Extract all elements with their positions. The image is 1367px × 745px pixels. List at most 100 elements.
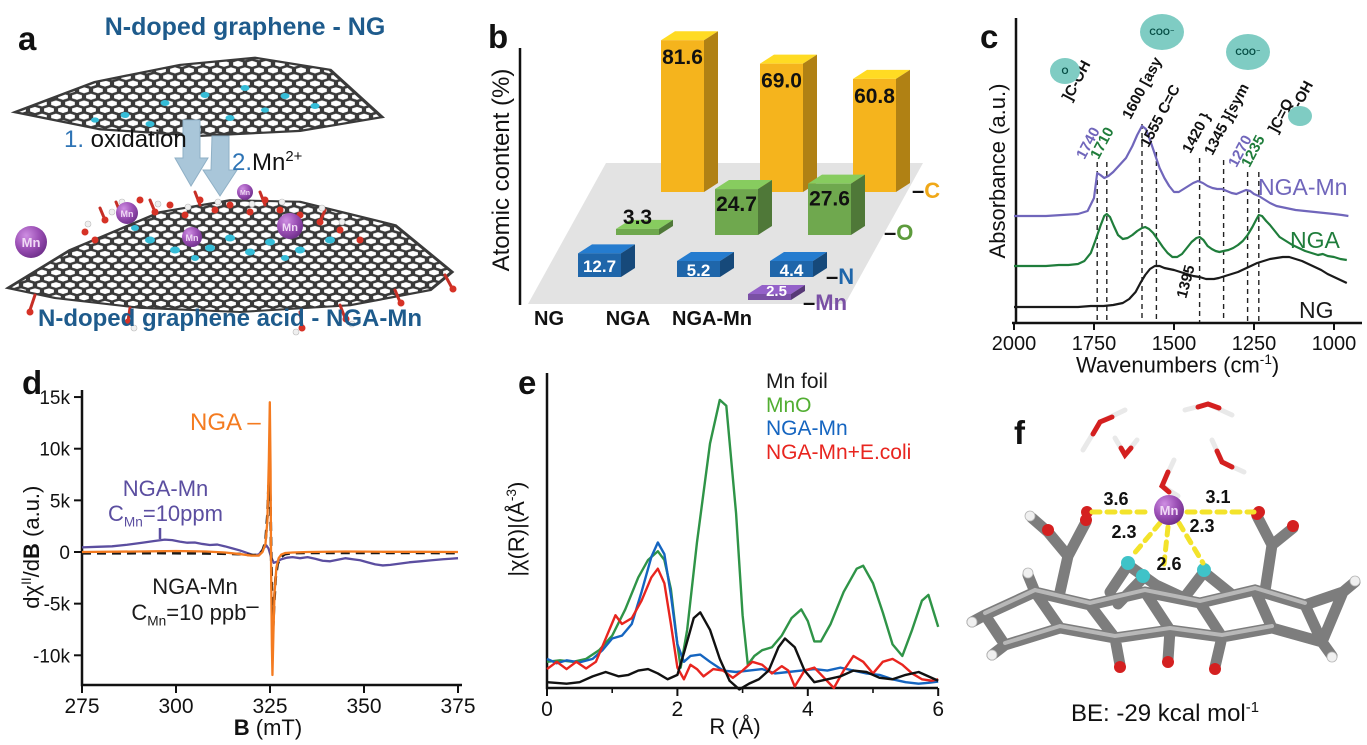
exafs-curve-NGA-Mn	[546, 541, 939, 685]
bar-side	[758, 180, 772, 235]
distance-2-3-left: 2.3	[1111, 522, 1136, 542]
y-tick-label: -5k	[44, 595, 71, 616]
row-label-O: –O	[884, 220, 913, 245]
row-label-C: –C	[912, 178, 940, 203]
x-tick-label: 1000	[1312, 333, 1357, 355]
ftir-curve-NGA-Mn	[1014, 124, 1349, 218]
distance-3-6: 3.6	[1103, 489, 1128, 509]
bar-side	[659, 219, 673, 235]
epr-curve	[81, 538, 459, 567]
mn-sphere-label: Mn	[240, 190, 250, 197]
reaction-arrows	[174, 119, 238, 197]
bar-front	[760, 63, 803, 192]
xlabel-main: Wavenumbers (cm	[1076, 352, 1260, 378]
curve-label-ng: NG	[1299, 297, 1334, 323]
y-tick-label: 15k	[39, 388, 70, 409]
xlabel-end: )	[1271, 352, 1280, 378]
x-tick-label: 300	[158, 695, 193, 718]
curve-label-nga: NGA	[1290, 227, 1340, 253]
oxygen-atoms	[1042, 506, 1299, 675]
distance-labels: 3.6 3.1 2.3 2.3 2.6	[1103, 487, 1230, 574]
bar-top	[715, 180, 772, 190]
x-tick-label: 2000	[992, 333, 1037, 355]
ftir-curve-NG	[1014, 255, 1348, 309]
bar-side	[813, 252, 827, 277]
label-nga-text: NGA	[190, 409, 241, 436]
panel-e-exafs-chart: 0 2 4 6	[541, 373, 944, 721]
mn-atom-label: Mn	[1160, 503, 1179, 518]
x-tick-label: 325	[252, 695, 287, 718]
distance-2-3-right: 2.3	[1189, 516, 1214, 536]
nitrogen-dopants-bottom	[131, 225, 335, 261]
legend-item: MnO	[766, 393, 812, 417]
bar-value-label: 2.5	[766, 283, 787, 300]
bar-front	[715, 189, 758, 235]
ppm-rest: =10ppm	[142, 501, 223, 526]
bar-value-label: 60.8	[854, 85, 895, 108]
bar-top	[760, 54, 817, 64]
legend-item: NGA-Mn+E.coli	[766, 440, 912, 464]
bar-value-label: 81.6	[662, 46, 703, 69]
bar-side	[896, 69, 910, 192]
distance-2-6: 2.6	[1156, 554, 1181, 574]
x-tick-label: 1750	[1072, 333, 1117, 355]
panel-d-epr-chart: 275 300 325 350 375 15k 10k 5k 0 -5k -10k	[33, 388, 475, 718]
be-main: BE: -29 kcal mol	[1071, 700, 1246, 727]
x-tick-label: 350	[346, 695, 381, 718]
x-tick-label: 1250	[1232, 333, 1277, 355]
water-molecules	[1080, 401, 1247, 499]
mn-sphere-label: Mn	[121, 209, 134, 219]
ppb-c: C	[131, 600, 148, 625]
ppb-csub: Mn	[147, 613, 167, 629]
label-nga-mn-ppm: NGA-Mn CMn=10ppm	[98, 476, 233, 534]
bar-side	[704, 31, 718, 193]
coordination-bonds	[1089, 509, 1257, 567]
bar-value-label: 24.7	[716, 193, 757, 216]
distance-3-1: 3.1	[1205, 487, 1230, 507]
bar-top	[748, 285, 805, 294]
carboxylate-blob-icon: COO⁻	[1140, 14, 1184, 50]
x-tick-label: 0	[541, 698, 553, 721]
legend-item: Mn foil	[766, 370, 828, 393]
panel-c-letter: c	[980, 18, 999, 55]
nitrogen-dopants-top	[91, 85, 320, 127]
y-tick-label: 5k	[50, 491, 71, 512]
panel-a-title-bottom: N-doped graphene acid - NGA-Mn	[38, 305, 422, 332]
y-tick-label: -10k	[33, 646, 70, 667]
bar-value-label: 3.3	[623, 206, 652, 229]
panel-d-letter: d	[22, 364, 43, 401]
mn-spheres: Mn Mn Mn Mn Mn	[15, 184, 303, 258]
oxygen-groups	[26, 190, 457, 336]
ppm-c: C	[108, 501, 124, 526]
category-label: NGA	[606, 308, 650, 330]
step2-number: 2.	[232, 149, 253, 176]
bar-value-label: 69.0	[761, 70, 802, 93]
row-label-N: –N	[826, 264, 854, 289]
bar-top	[616, 219, 673, 229]
bar-front	[770, 261, 813, 277]
axes	[1012, 18, 1362, 325]
legend-item: NGA-Mn	[766, 417, 848, 440]
graphene-sheet-bottom	[4, 199, 455, 314]
bar-front	[808, 183, 851, 235]
bar-value-label: 5.2	[687, 261, 711, 280]
x-tick-label: 4	[802, 698, 814, 721]
molecule-skeleton	[966, 510, 1361, 673]
panel-a-illustration: Mn Mn Mn Mn Mn	[4, 56, 457, 336]
panel-f-binding-energy: BE: -29 kcal mol-1	[1040, 700, 1290, 728]
mn-sphere-label: Mn	[186, 233, 199, 243]
bar-value-label: 27.6	[809, 188, 850, 211]
bar-value-label: 4.4	[780, 261, 804, 280]
be-sup: -1	[1245, 700, 1259, 716]
arrow-down-icon	[174, 119, 209, 187]
panel-f-molecule: Mn 3.6 3.1 2.3 2.3 2.6	[966, 401, 1361, 675]
ppb-rest: =10 ppb	[166, 600, 247, 625]
x-tick-label: 2	[672, 698, 684, 721]
mn-sphere-label: Mn	[22, 235, 41, 250]
panel-e-xlabel: R (Å)	[709, 714, 761, 739]
bar-top	[677, 252, 734, 261]
carboxylate-blob-icon	[1288, 106, 1312, 126]
ppb-line1: NGA-Mn	[152, 574, 238, 599]
panel-c-xlabel: Wavenumbers (cm-1)	[1076, 352, 1280, 378]
label-nga-orange: NGA –	[190, 409, 261, 437]
